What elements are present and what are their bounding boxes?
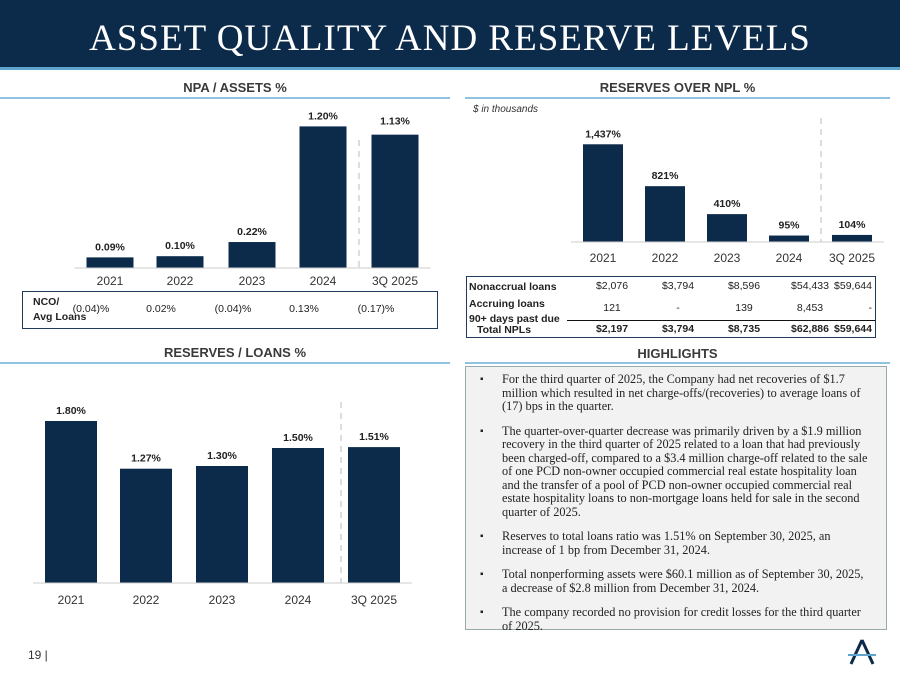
bar <box>45 421 97 583</box>
highlight-item: The company recorded no provision for cr… <box>480 605 872 633</box>
npl-cell: $59,644 <box>834 280 872 292</box>
data-label: 1.13% <box>380 116 410 128</box>
chart1-title: NPA / ASSETS % <box>183 80 287 95</box>
category-label: 2021 <box>97 274 124 288</box>
data-label: 410% <box>714 198 742 210</box>
nco-value: (0.17)% <box>357 303 395 315</box>
divider <box>0 362 450 364</box>
npl-table: Nonaccrual loans $2,076 $3,794 $8,596 $54,43… <box>466 276 876 338</box>
category-label: 2021 <box>590 251 617 265</box>
bar <box>769 235 809 242</box>
page-number: 19 | <box>28 648 48 662</box>
bar <box>583 144 623 242</box>
category-label: 2022 <box>652 251 679 265</box>
bar <box>86 257 134 268</box>
chart3-title: RESERVES / LOANS % <box>163 345 307 360</box>
row-label: Total NPLs <box>477 324 532 336</box>
units-note: $ in thousands <box>473 104 539 115</box>
category-label: 2022 <box>167 274 194 288</box>
data-label: 1.51% <box>359 431 389 443</box>
npl-cell: $62,886 <box>791 323 829 335</box>
npl-cell: 139 <box>735 302 753 314</box>
category-label: 2023 <box>239 274 266 288</box>
data-label: 821% <box>652 170 680 182</box>
category-label: 2024 <box>310 274 337 288</box>
npl-cell: $2,197 <box>595 323 629 335</box>
npl-cell: $3,794 <box>661 280 695 292</box>
category-label: 3Q 2025 <box>372 274 418 288</box>
nco-value: (0.04)% <box>72 303 110 315</box>
header-bar: ASSET QUALITY AND RESERVE LEVELS <box>0 0 900 70</box>
data-label: 1.80% <box>56 405 86 417</box>
bar <box>832 234 872 242</box>
data-label: 0.22% <box>237 226 267 238</box>
bar <box>272 448 324 583</box>
category-label: 2024 <box>285 593 312 607</box>
category-label: 2023 <box>209 593 236 607</box>
bar <box>299 126 347 269</box>
highlight-item: Total nonperforming assets were $60.1 mi… <box>480 567 872 595</box>
page-title: ASSET QUALITY AND RESERVE LEVELS <box>89 18 811 59</box>
data-label: 1.30% <box>207 450 237 462</box>
npl-cell: $8,596 <box>727 280 761 292</box>
highlights-box: For the third quarter of 2025, the Compa… <box>465 366 887 633</box>
data-label: 95% <box>778 220 800 232</box>
bar <box>371 134 419 268</box>
row-label: Nonaccrual loans <box>469 281 557 293</box>
nco-value: 0.02% <box>146 303 176 315</box>
divider <box>465 362 890 364</box>
npl-cell: 8,453 <box>796 302 824 314</box>
highlight-item: For the third quarter of 2025, the Compa… <box>480 372 872 414</box>
npl-cell: $3,794 <box>661 323 695 335</box>
nco-label: NCO/ <box>33 296 60 308</box>
category-label: 3Q 2025 <box>829 251 875 265</box>
npl-cell: - <box>676 302 680 314</box>
bar <box>707 214 747 242</box>
divider <box>0 97 450 99</box>
npl-cell: - <box>868 302 873 314</box>
highlights-title: HIGHLIGHTS <box>637 346 718 361</box>
bar <box>348 447 400 583</box>
row-label: Accruing loans 90+ days past due <box>469 298 560 325</box>
bar <box>645 186 685 242</box>
npl-cell: 121 <box>603 302 621 314</box>
data-label: 1.27% <box>131 453 161 465</box>
category-label: 2023 <box>714 251 741 265</box>
chart2-title: RESERVES OVER NPL % <box>599 80 756 95</box>
category-label: 2024 <box>776 251 803 265</box>
data-label: 0.09% <box>95 241 125 253</box>
nco-value: (0.04)% <box>214 303 252 315</box>
data-label: 104% <box>839 219 867 231</box>
total-rule <box>567 320 875 321</box>
bar <box>156 256 204 268</box>
category-label: 2021 <box>58 593 85 607</box>
bar <box>228 242 276 268</box>
highlight-item: Reserves to total loans ratio was 1.51% … <box>480 529 872 557</box>
data-label: 0.10% <box>165 240 195 252</box>
npl-cell: $59,644 <box>834 323 872 335</box>
category-label: 2022 <box>133 593 160 607</box>
nco-label: Avg Loans <box>33 311 87 323</box>
nco-table: NCO/ Avg Loans (0.04)% 0.02% (0.04)% 0.13% (… <box>22 291 438 329</box>
highlight-item: The quarter-over-quarter decrease was pr… <box>480 424 872 520</box>
data-label: 1.20% <box>308 110 338 122</box>
divider <box>465 97 890 99</box>
nco-value: 0.13% <box>289 303 319 315</box>
company-logo-icon <box>848 639 876 665</box>
npl-cell: $2,076 <box>595 280 629 292</box>
bar <box>196 466 248 583</box>
data-label: 1.50% <box>283 432 313 444</box>
bar <box>120 468 172 583</box>
category-label: 3Q 2025 <box>351 593 397 607</box>
data-label: 1,437% <box>585 128 621 140</box>
npl-cell: $54,433 <box>791 280 829 292</box>
npl-cell: $8,735 <box>727 323 761 335</box>
